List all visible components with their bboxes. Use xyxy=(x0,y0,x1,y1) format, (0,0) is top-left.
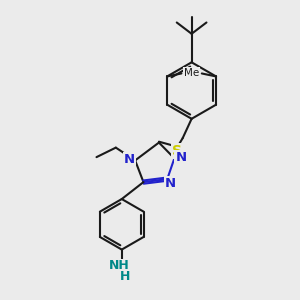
Text: N: N xyxy=(124,153,135,166)
Text: N: N xyxy=(165,177,176,190)
Text: Me: Me xyxy=(184,68,199,78)
Text: NH: NH xyxy=(108,260,129,272)
Text: H: H xyxy=(119,270,130,283)
Text: S: S xyxy=(172,144,182,158)
Text: N: N xyxy=(175,151,187,164)
Text: Me: Me xyxy=(184,68,200,78)
